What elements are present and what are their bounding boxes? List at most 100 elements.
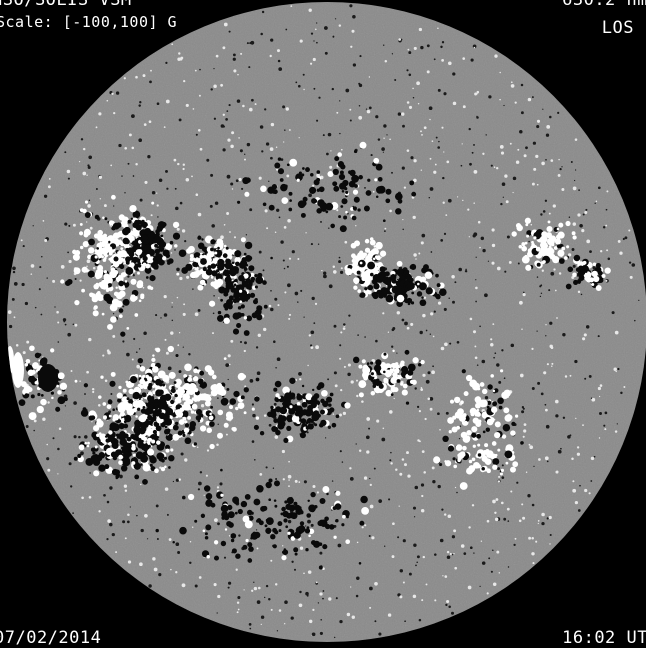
network-speck-negative (197, 308, 201, 312)
network-speck-negative (544, 199, 548, 202)
network-speck-negative (448, 297, 450, 299)
network-speck-positive (159, 466, 162, 469)
active-region-negative (145, 406, 154, 415)
network-speck-negative (433, 310, 436, 313)
active-region-positive (185, 398, 191, 404)
network-speck-negative (358, 105, 361, 107)
network-speck-positive (266, 227, 269, 230)
active-region-negative (204, 532, 208, 536)
active-region-positive (57, 390, 62, 395)
network-speck-positive (420, 241, 424, 245)
network-speck-positive (447, 61, 452, 66)
network-speck-negative (404, 321, 408, 326)
active-region-negative (254, 285, 258, 289)
network-speck-negative (149, 80, 152, 84)
network-speck-positive (258, 176, 262, 180)
active-region-positive (359, 265, 365, 272)
active-region-positive (176, 390, 182, 396)
active-region-negative (170, 399, 175, 405)
active-region-positive (411, 379, 417, 385)
network-speck-negative (255, 346, 259, 349)
network-speck-negative (327, 132, 332, 137)
network-speck-negative (72, 512, 74, 514)
network-speck-negative (451, 611, 454, 615)
active-region-negative (245, 277, 251, 283)
network-speck-positive (444, 342, 448, 347)
active-region-positive (499, 472, 503, 476)
network-speck-positive (148, 120, 152, 124)
active-region-negative (155, 528, 159, 533)
network-speck-negative (402, 124, 405, 128)
network-speck-positive (286, 174, 290, 178)
active-region-positive (74, 379, 78, 383)
active-region-positive (93, 305, 98, 310)
active-region-positive (357, 251, 365, 260)
network-speck-negative (525, 146, 528, 150)
network-speck-positive (98, 510, 101, 513)
active-region-positive (531, 241, 534, 244)
active-region-negative (158, 246, 165, 252)
active-region-negative (254, 396, 260, 402)
active-region-positive (353, 260, 359, 265)
active-region-positive (462, 445, 467, 451)
network-speck-negative (406, 69, 409, 72)
network-speck-negative (299, 590, 302, 594)
network-speck-negative (421, 233, 426, 238)
network-speck-negative (427, 371, 431, 375)
network-speck-positive (87, 204, 91, 208)
network-speck-negative (452, 72, 456, 76)
active-region-negative (306, 418, 312, 424)
network-speck-negative (420, 483, 425, 487)
active-region-positive (103, 252, 108, 257)
network-speck-positive (510, 84, 515, 88)
network-speck-negative (571, 248, 575, 251)
network-speck-negative (432, 480, 436, 484)
active-region-negative (132, 210, 141, 219)
active-region-negative (149, 463, 153, 467)
network-speck-negative (397, 536, 400, 539)
active-region-negative (37, 392, 41, 397)
network-speck-positive (349, 467, 352, 470)
network-speck-positive (509, 142, 512, 145)
network-speck-positive (510, 490, 513, 493)
network-speck-positive (231, 131, 235, 135)
active-region-negative (158, 404, 164, 410)
active-region-negative (411, 191, 417, 197)
network-speck-positive (441, 59, 444, 62)
active-region-positive (492, 464, 498, 470)
network-speck-negative (313, 87, 316, 90)
network-speck-positive (233, 69, 237, 73)
active-region-positive (96, 268, 104, 275)
active-region-positive (140, 293, 145, 298)
active-region-negative (274, 162, 281, 169)
network-speck-positive (112, 334, 116, 338)
network-speck-negative (277, 59, 281, 63)
network-speck-positive (340, 331, 343, 334)
network-speck-positive (417, 439, 420, 442)
active-region-negative (406, 282, 415, 290)
network-speck-negative (139, 198, 143, 202)
network-speck-negative (418, 618, 422, 622)
network-speck-negative (192, 288, 194, 290)
network-speck-negative (265, 466, 268, 469)
network-speck-positive (420, 130, 422, 133)
network-speck-positive (143, 123, 147, 126)
active-region-negative (406, 297, 413, 304)
network-speck-negative (368, 427, 371, 430)
network-speck-positive (220, 235, 224, 240)
network-speck-negative (460, 164, 463, 167)
active-region-positive (151, 357, 156, 363)
network-speck-positive (614, 330, 619, 335)
active-region-negative (197, 378, 204, 385)
network-speck-positive (412, 594, 417, 599)
active-region-positive (152, 354, 155, 357)
active-region-negative (399, 269, 404, 274)
network-speck-positive (396, 311, 401, 315)
network-speck-positive (527, 97, 532, 102)
network-speck-positive (86, 259, 91, 264)
network-speck-positive (7, 310, 12, 314)
active-region-positive (491, 441, 497, 446)
network-speck-positive (473, 46, 476, 49)
network-speck-positive (551, 365, 553, 367)
network-speck-negative (21, 282, 25, 287)
